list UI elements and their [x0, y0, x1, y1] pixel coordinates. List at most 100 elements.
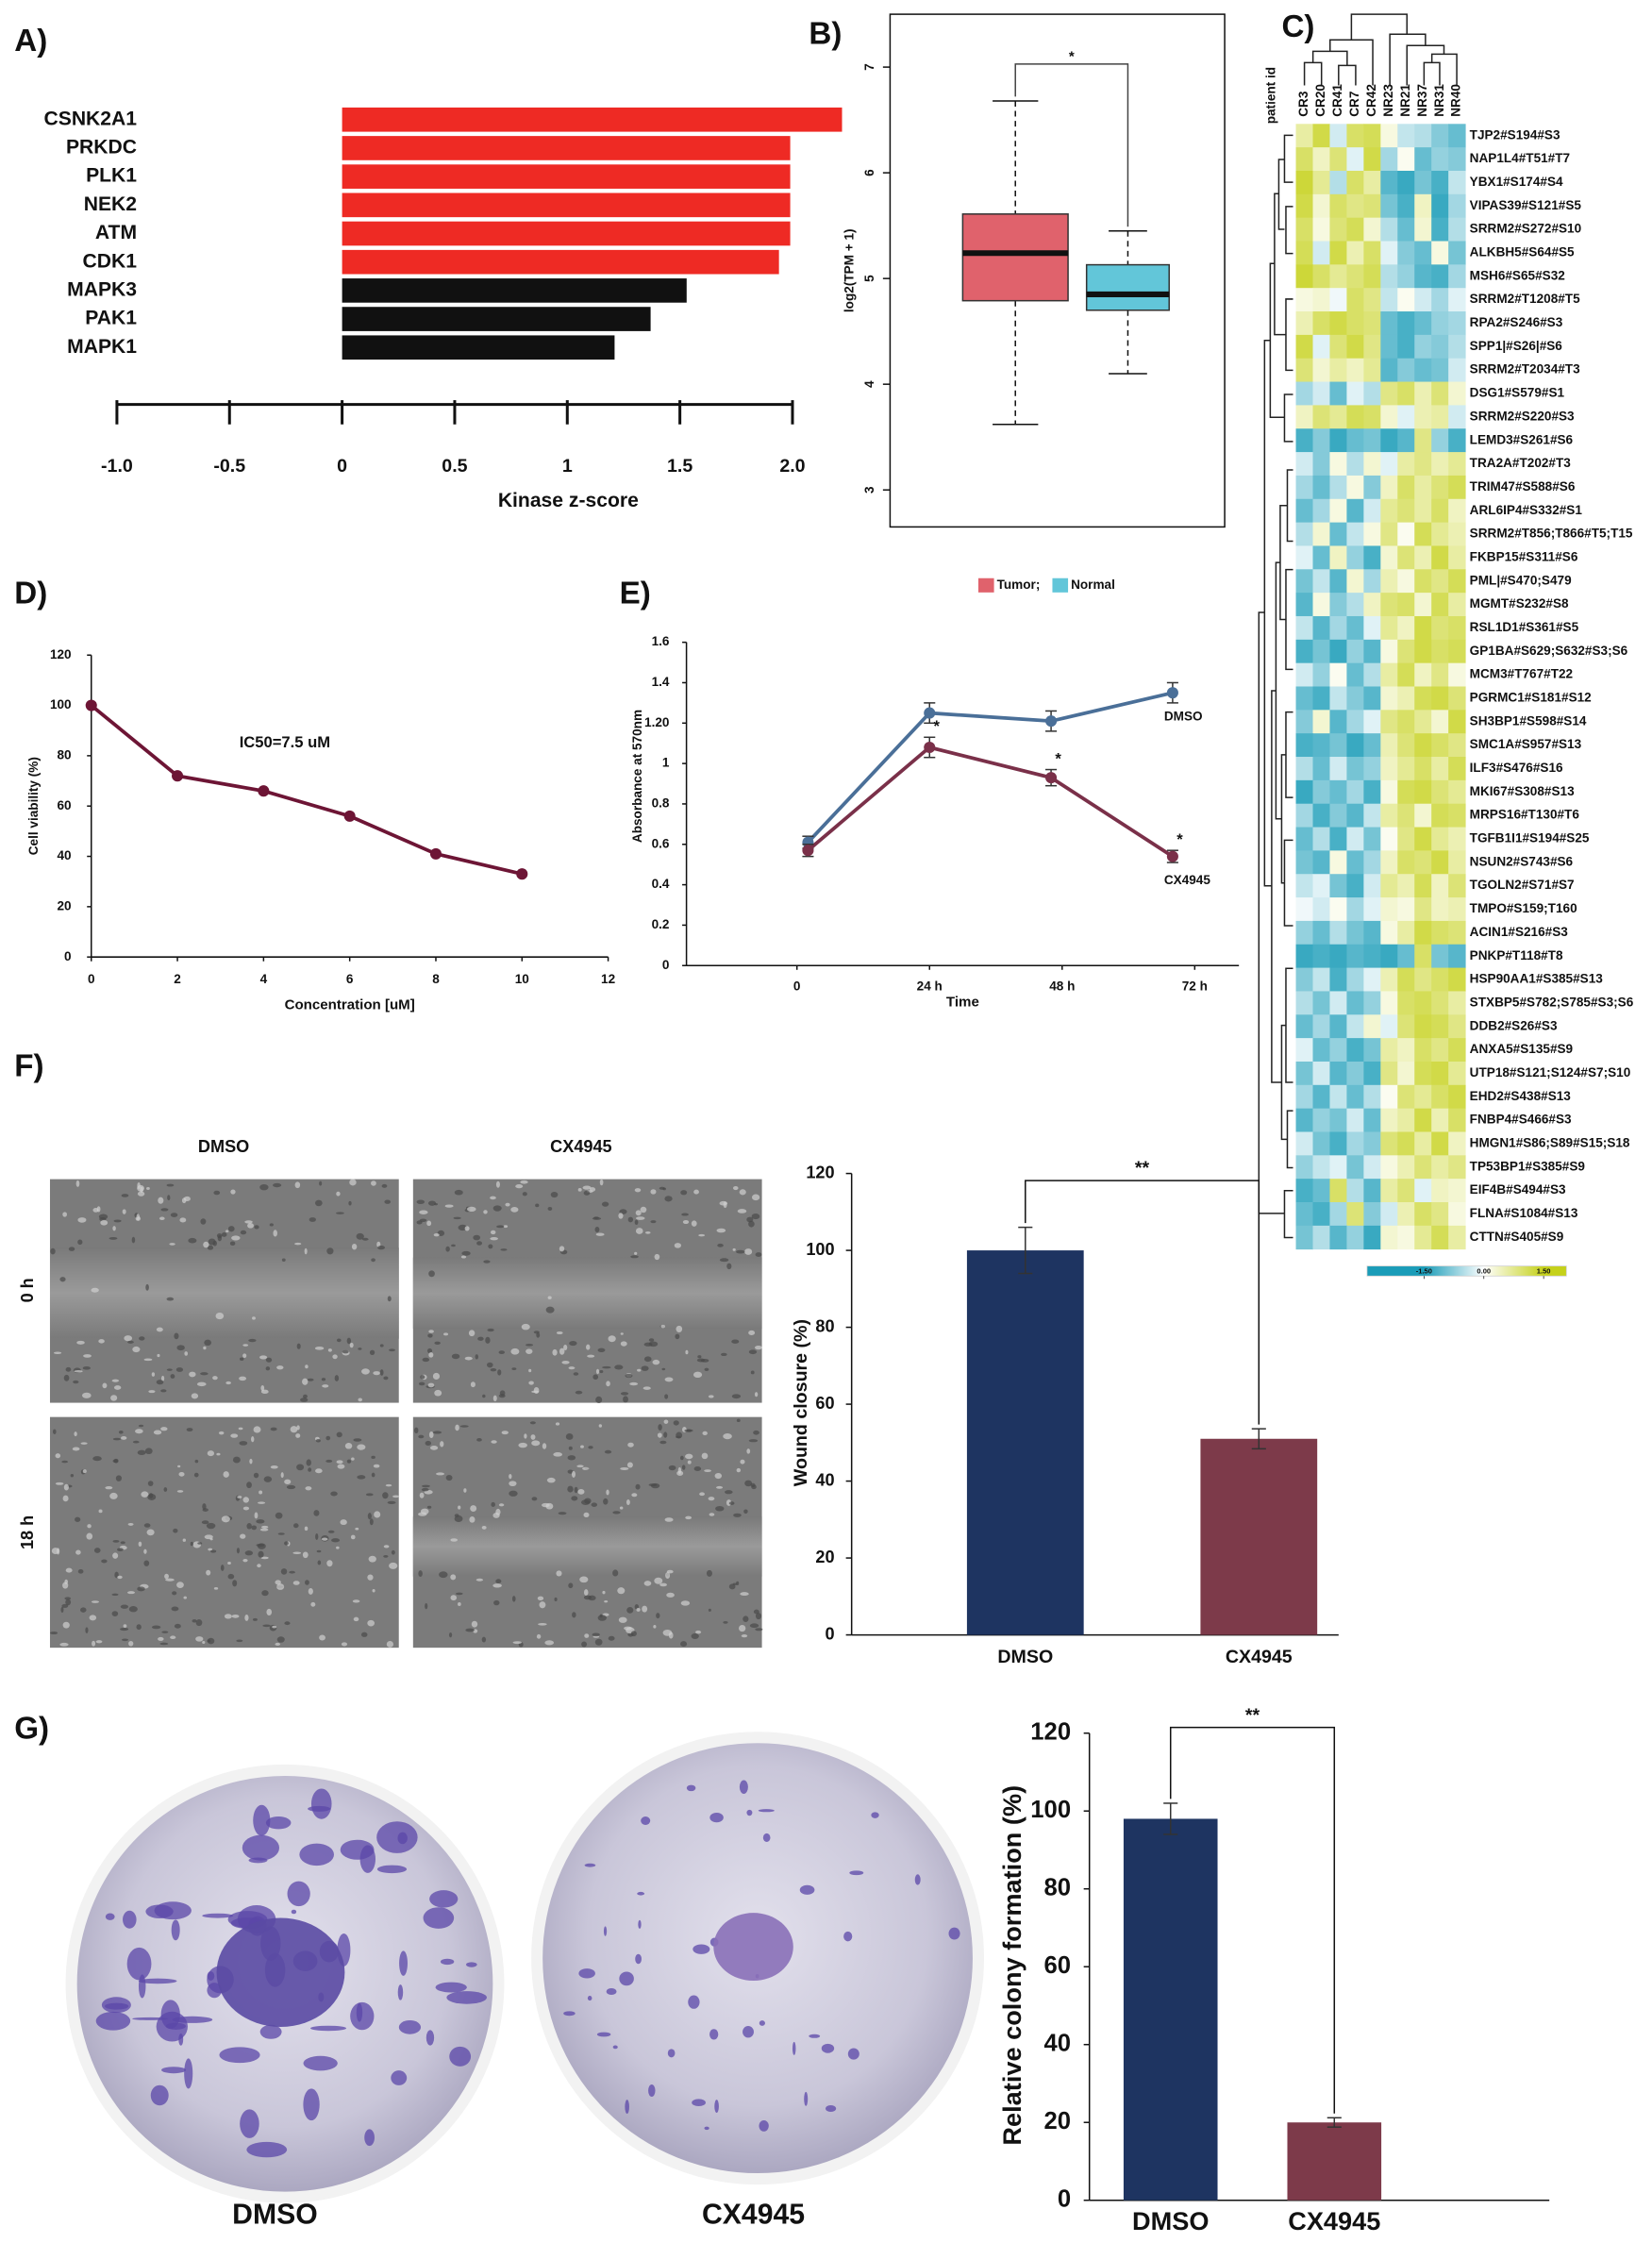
cell	[80, 1442, 88, 1445]
row-label: MKI67#S308#S13	[1470, 784, 1575, 798]
cell	[445, 1474, 453, 1481]
cell	[698, 1233, 706, 1237]
cell	[176, 1582, 184, 1588]
cell	[419, 1218, 427, 1222]
cell	[495, 1180, 500, 1188]
cell	[716, 1228, 726, 1233]
row-label: DDB2#S26#S3	[1470, 1018, 1558, 1032]
row-label: SH3BP1#S598#S14	[1470, 713, 1587, 728]
heatmap-cell	[1295, 1038, 1313, 1063]
cell	[384, 1199, 392, 1204]
cell	[290, 1426, 298, 1433]
y-tick-label: 120	[1030, 1718, 1071, 1745]
cell	[137, 1191, 145, 1197]
heatmap-cell	[1448, 733, 1466, 758]
heatmap-cell	[1414, 1108, 1432, 1132]
box	[961, 213, 1069, 302]
cell	[165, 1578, 175, 1582]
cell	[284, 1479, 292, 1484]
heatmap-cell	[1448, 498, 1466, 524]
cell	[351, 1457, 355, 1461]
cell	[89, 1615, 97, 1621]
colony	[426, 2030, 435, 2046]
heatmap-cell	[1431, 124, 1449, 148]
row-label: TP53BP1#S385#S9	[1470, 1159, 1586, 1173]
row-label: SRRM2#S272#S10	[1470, 222, 1582, 236]
cell	[314, 1346, 325, 1350]
y-tick-label: PRKDC	[66, 137, 137, 159]
heatmap-cell	[1448, 428, 1466, 453]
x-tick-label: 0	[793, 979, 801, 993]
cell	[496, 1225, 505, 1229]
colony	[265, 1816, 292, 1830]
heatmap-cell	[1363, 241, 1381, 265]
heatmap-cell	[1414, 1225, 1432, 1250]
cell	[72, 1447, 80, 1451]
cell	[204, 1339, 212, 1346]
row-label: YBX1#S174#S4	[1470, 175, 1563, 189]
row-label: GP1BA#S629;S632#S3;S6	[1470, 644, 1628, 658]
heatmap-cell	[1448, 1014, 1466, 1039]
cell	[368, 1555, 376, 1563]
heatmap-cell	[1346, 1225, 1364, 1250]
cell	[439, 1571, 448, 1579]
heatmap-cell	[1397, 358, 1415, 383]
cell	[365, 1493, 374, 1497]
cell	[387, 1500, 396, 1505]
cell	[220, 1565, 225, 1571]
heatmap-cell	[1448, 1202, 1466, 1227]
cell	[265, 1357, 273, 1363]
significance-label: *	[934, 717, 941, 735]
cell	[444, 1204, 454, 1208]
heatmap-cell	[1295, 498, 1313, 524]
cell	[584, 1498, 592, 1504]
cell	[242, 1497, 249, 1503]
heatmap-cell	[1414, 1179, 1432, 1203]
heatmap-cell	[1363, 358, 1381, 383]
heatmap-cell	[1329, 944, 1347, 969]
cell	[603, 1498, 609, 1505]
colony	[429, 1890, 459, 1908]
heatmap-cell	[1414, 944, 1432, 969]
x-tick-label: DMSO	[1132, 2206, 1209, 2235]
cell	[715, 1505, 725, 1512]
cell	[601, 1201, 609, 1207]
cell	[156, 1327, 163, 1332]
cell	[464, 1226, 470, 1231]
cell	[190, 1541, 193, 1547]
cell	[556, 1570, 562, 1577]
cell	[470, 1505, 477, 1513]
colony	[619, 1971, 634, 1986]
cell	[258, 1501, 266, 1504]
cell	[451, 1244, 456, 1247]
row-label: TRIM47#S588#S6	[1470, 479, 1576, 494]
heatmap-cell	[1295, 662, 1313, 687]
cell	[681, 1465, 686, 1470]
cell	[567, 1455, 576, 1461]
cell	[216, 1452, 221, 1456]
cell	[200, 1372, 209, 1376]
cell	[668, 1465, 676, 1471]
heatmap-cell	[1363, 733, 1381, 758]
heatmap-cell	[1295, 193, 1313, 219]
cell	[63, 1374, 70, 1381]
cell	[259, 1183, 269, 1191]
cell	[240, 1533, 246, 1539]
cell	[179, 1217, 187, 1223]
heatmap-cell	[1397, 803, 1415, 828]
cell	[568, 1446, 573, 1450]
cell	[387, 1296, 392, 1302]
heatmap-cell	[1380, 452, 1398, 477]
cell	[176, 1490, 184, 1493]
cell	[619, 1506, 624, 1510]
colony	[758, 1809, 775, 1813]
colony	[202, 1913, 234, 1918]
cell	[346, 1459, 352, 1464]
line	[807, 691, 1174, 844]
cell	[63, 1483, 69, 1491]
bar	[342, 136, 791, 160]
cell	[252, 1316, 256, 1320]
cell	[458, 1505, 461, 1510]
bar	[342, 164, 791, 189]
cell	[641, 1365, 649, 1371]
